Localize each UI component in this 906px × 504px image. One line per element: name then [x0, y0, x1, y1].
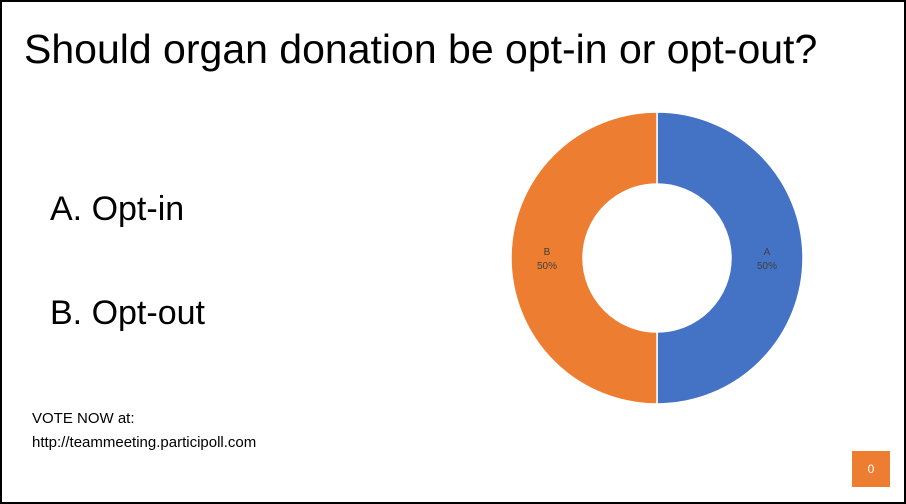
- poll-question-title: Should organ donation be opt-in or opt-o…: [24, 26, 818, 72]
- slice-category-label: A: [764, 247, 771, 258]
- option-b-text: Opt-out: [91, 294, 205, 332]
- donut-slice-a: [656, 111, 804, 405]
- vote-counter-badge: 0: [852, 451, 890, 487]
- donut-slice-b: [510, 111, 658, 405]
- vote-url-link[interactable]: http://teammeeting.participoll.com: [32, 434, 257, 451]
- vote-instructions: VOTE NOW at: http://teammeeting.particip…: [32, 407, 256, 455]
- option-a: A. Opt-in: [50, 190, 184, 229]
- option-b-letter: B.: [50, 294, 83, 332]
- option-a-text: Opt-in: [91, 190, 185, 228]
- slice-percent-label: 50%: [537, 261, 557, 272]
- option-b: B. Opt-out: [50, 294, 205, 333]
- option-a-letter: A.: [50, 190, 83, 228]
- vote-now-label: VOTE NOW at:: [32, 410, 135, 427]
- slice-category-label: B: [544, 247, 551, 258]
- slice-percent-label: 50%: [757, 261, 777, 272]
